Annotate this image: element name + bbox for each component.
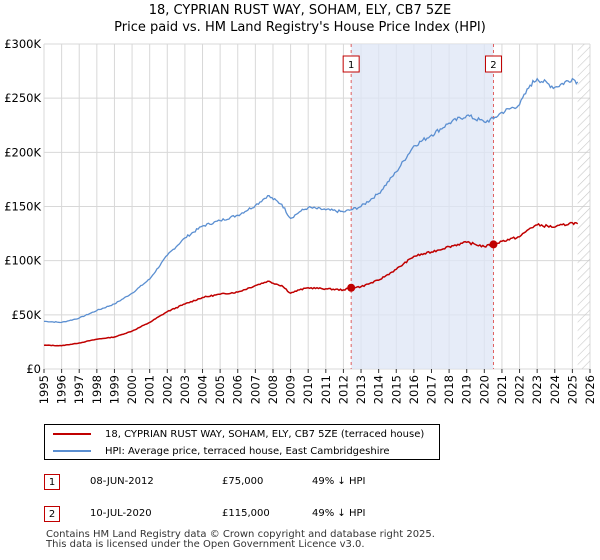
y-tick-label: £200K <box>4 145 41 159</box>
footer-licence: This data is licensed under the Open Gov… <box>46 539 365 550</box>
sale-label-text: 2 <box>490 60 496 71</box>
x-tick-label: 2009 <box>284 375 298 404</box>
x-tick-label: 1997 <box>72 375 86 404</box>
x-tick-label: 2016 <box>407 375 421 404</box>
legend-swatch-property <box>53 433 91 435</box>
sale-marker-badge: 1 <box>44 474 60 490</box>
y-tick-label: £50K <box>12 308 42 322</box>
x-tick-label: 2011 <box>319 375 333 404</box>
y-tick-label: £150K <box>4 200 41 214</box>
x-tick-label: 1996 <box>55 375 69 404</box>
x-tick-label: 2004 <box>196 375 210 404</box>
y-tick-label: £0 <box>26 362 41 376</box>
property-series-line <box>43 221 579 347</box>
series-layer <box>43 77 579 347</box>
x-tick-label: 2015 <box>389 375 403 404</box>
x-tick-label: 2026 <box>583 375 597 404</box>
y-tick-label: £100K <box>4 254 41 268</box>
chart-title-line2: Price paid vs. HM Land Registry's House … <box>114 20 486 35</box>
footer-copyright: Contains HM Land Registry data © Crown c… <box>46 529 435 540</box>
x-tick-label: 2006 <box>231 375 245 404</box>
x-tick-label: 2023 <box>530 375 544 404</box>
footer: Contains HM Land Registry data © Crown c… <box>46 530 435 550</box>
sale-label-box <box>484 55 502 73</box>
x-tick-label: 2010 <box>301 375 315 404</box>
x-tick-label: 2008 <box>266 375 280 404</box>
sale-date: 08-JUN-2012 <box>90 476 154 487</box>
sale-point <box>347 283 356 292</box>
x-tick-label: 2005 <box>213 375 227 404</box>
sale-point <box>489 240 498 249</box>
x-tick-label: 2024 <box>548 375 562 404</box>
x-tick-label: 2000 <box>125 375 139 404</box>
legend-swatch-hpi <box>53 450 91 452</box>
x-tick-label: 2017 <box>424 375 438 404</box>
ownership-period-shade <box>351 44 494 369</box>
x-tick-label: 1998 <box>90 375 104 404</box>
sale-row: 1 08-JUN-2012 £75,000 49% ↓ HPI <box>44 474 564 492</box>
sale-label-text: 1 <box>348 60 354 71</box>
sale-marker-badge: 2 <box>44 506 60 522</box>
x-tick-label: 1999 <box>107 375 121 404</box>
x-tick-label: 2002 <box>160 375 174 404</box>
legend-label-hpi: HPI: Average price, terraced house, East… <box>105 445 390 457</box>
x-tick-label: 2014 <box>372 375 386 404</box>
hpi-series-line <box>43 77 579 324</box>
legend: 18, CYPRIAN RUST WAY, SOHAM, ELY, CB7 5Z… <box>44 424 440 460</box>
legend-label-property: 18, CYPRIAN RUST WAY, SOHAM, ELY, CB7 5Z… <box>105 428 425 440</box>
shaded-period <box>350 44 590 369</box>
sale-label-box <box>342 55 360 73</box>
legend-item-hpi: HPI: Average price, terraced house, East… <box>53 442 390 460</box>
sale-date: 10-JUL-2020 <box>90 508 152 519</box>
forecast-hatch <box>577 44 590 369</box>
sale-row: 2 10-JUL-2020 £115,000 49% ↓ HPI <box>44 506 564 524</box>
sale-price: £115,000 <box>222 508 270 519</box>
sale-hpi-delta: 49% ↓ HPI <box>312 508 366 519</box>
y-tick-label: £300K <box>4 37 41 51</box>
x-tick-label: 2012 <box>336 375 350 404</box>
x-tick-label: 2003 <box>178 375 192 404</box>
x-tick-label: 2018 <box>442 375 456 404</box>
x-tick-label: 2019 <box>460 375 474 404</box>
legend-item-property: 18, CYPRIAN RUST WAY, SOHAM, ELY, CB7 5Z… <box>53 425 424 443</box>
x-tick-label: 2021 <box>495 375 509 404</box>
x-tick-label: 2001 <box>143 375 157 404</box>
x-tick-label: 2020 <box>477 375 491 404</box>
x-tick-label: 2022 <box>513 375 527 404</box>
x-tick-label: 2025 <box>565 375 579 404</box>
x-tick-label: 1995 <box>37 375 51 404</box>
sale-price: £75,000 <box>222 476 264 487</box>
y-tick-label: £250K <box>4 91 41 105</box>
sale-hpi-delta: 49% ↓ HPI <box>312 476 366 487</box>
x-tick-label: 2013 <box>354 375 368 404</box>
chart-title-line1: 18, CYPRIAN RUST WAY, SOHAM, ELY, CB7 5Z… <box>149 3 452 18</box>
x-tick-label: 2007 <box>248 375 262 404</box>
